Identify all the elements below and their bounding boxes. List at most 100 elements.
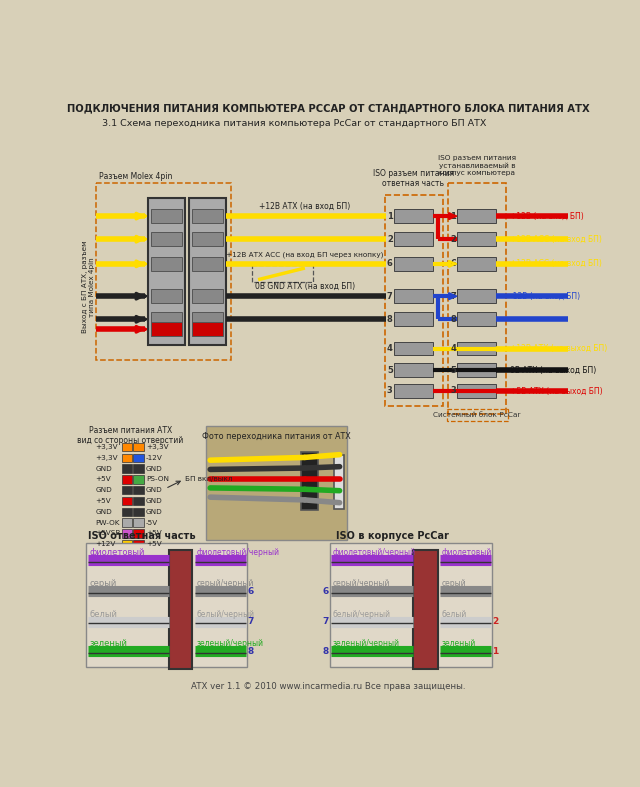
Text: +5V: +5V — [95, 498, 111, 504]
Bar — [458, 342, 496, 356]
Bar — [458, 290, 496, 303]
Bar — [458, 312, 496, 326]
Text: 2: 2 — [492, 617, 499, 626]
Text: 1: 1 — [492, 647, 499, 656]
Text: +5V: +5V — [95, 476, 111, 482]
Text: +3,3V: +3,3V — [95, 455, 118, 461]
Bar — [394, 290, 433, 303]
Bar — [134, 529, 143, 538]
Bar — [458, 232, 496, 246]
Bar — [122, 464, 132, 473]
Text: 7: 7 — [248, 617, 254, 626]
Text: фиолетовый: фиолетовый — [90, 549, 145, 557]
Text: PS-ON: PS-ON — [146, 476, 169, 482]
Bar — [330, 543, 492, 667]
Bar — [394, 363, 433, 377]
Text: +5V: +5V — [146, 541, 162, 547]
Text: +12В АСС (на вход БП): +12В АСС (на вход БП) — [510, 235, 602, 244]
Text: 0В GND АТX (на вход БП): 0В GND АТX (на вход БП) — [255, 282, 355, 290]
Text: ПОДКЛЮЧЕНИЯ ПИТАНИЯ КОМПЬЮТЕРА РСCАР ОТ СТАНДАРТНОГО БЛОКА ПИТАНИЯ АТХ: ПОДКЛЮЧЕНИЯ ПИТАНИЯ КОМПЬЮТЕРА РСCАР ОТ … — [67, 104, 589, 113]
Text: GND: GND — [146, 498, 163, 504]
Text: -5V: -5V — [146, 519, 158, 526]
Bar — [252, 265, 312, 283]
Text: БП вкл/выкл: БП вкл/выкл — [184, 476, 232, 482]
Text: ISO разъем питания
ответная часть: ISO разъем питания ответная часть — [372, 169, 454, 188]
Bar — [95, 183, 231, 360]
Text: зеленый/черный: зеленый/черный — [333, 639, 399, 648]
Text: ATX ver 1.1 © 2010 www.incarmedia.ru Все права защищены.: ATX ver 1.1 © 2010 www.incarmedia.ru Все… — [191, 682, 465, 691]
Text: GND: GND — [95, 508, 112, 515]
Bar — [169, 549, 193, 669]
Text: Фото переходника питания от АТX: Фото переходника питания от АТX — [202, 432, 351, 441]
Text: 5: 5 — [451, 366, 456, 375]
Bar — [458, 209, 496, 223]
Bar — [191, 257, 223, 271]
Text: 2: 2 — [451, 235, 456, 244]
Bar — [134, 508, 143, 516]
Text: серый/черный: серый/черный — [333, 579, 390, 588]
Bar — [151, 312, 182, 326]
Bar — [394, 232, 433, 246]
Text: +12В (на вход БП): +12В (на вход БП) — [510, 212, 584, 220]
Bar — [122, 486, 132, 494]
Bar — [205, 426, 347, 540]
Text: Системный блок РсCar: Системный блок РсCar — [433, 412, 521, 418]
Text: 8: 8 — [451, 315, 456, 323]
Text: -12В (на вход БП): -12В (на вход БП) — [510, 292, 580, 301]
Text: 3: 3 — [387, 386, 393, 395]
Bar — [151, 290, 182, 303]
Bar — [134, 497, 143, 505]
Text: Разъем питания АТX
вид со стороны отверстий: Разъем питания АТX вид со стороны отверс… — [77, 426, 184, 445]
Text: серый/черный: серый/черный — [196, 579, 253, 588]
Bar — [134, 443, 143, 451]
Text: зеленый: зеленый — [442, 639, 476, 648]
Text: ISO в корпусе PcCar: ISO в корпусе PcCar — [336, 531, 449, 541]
Text: белый: белый — [90, 610, 117, 619]
Bar — [134, 464, 143, 473]
Text: 1: 1 — [451, 212, 456, 220]
Text: +5V: +5V — [146, 530, 162, 536]
Text: 5: 5 — [387, 366, 393, 375]
Text: 6: 6 — [451, 260, 456, 268]
Text: GND: GND — [95, 487, 112, 493]
Bar — [301, 453, 318, 510]
Text: 8: 8 — [387, 315, 393, 323]
Text: 2: 2 — [387, 235, 393, 244]
Text: белый: белый — [442, 610, 467, 619]
Text: +5В АТX (на выход БП): +5В АТX (на выход БП) — [510, 386, 603, 395]
Bar — [86, 543, 248, 667]
Bar — [458, 257, 496, 271]
Text: зеленый/черный: зеленый/черный — [196, 639, 263, 648]
Text: 6: 6 — [323, 586, 329, 596]
Text: 0В АТX (на выход БП): 0В АТX (на выход БП) — [510, 366, 596, 375]
Bar — [458, 384, 496, 397]
Bar — [151, 257, 182, 271]
Text: +12В АТХ АСС (на вход БП через кнопку): +12В АТХ АСС (на вход БП через кнопку) — [226, 251, 383, 257]
Text: GND: GND — [95, 466, 112, 471]
Bar — [134, 475, 143, 484]
Text: 3.1 Схема переходника питания компьютера РсCar от стандартного БП АТХ: 3.1 Схема переходника питания компьютера… — [102, 119, 486, 128]
Text: ISO ответная часть: ISO ответная часть — [88, 531, 195, 541]
Bar — [458, 363, 496, 377]
Text: 7: 7 — [451, 292, 456, 301]
Bar — [134, 486, 143, 494]
Text: +3,3V: +3,3V — [146, 444, 168, 450]
Bar — [151, 209, 182, 223]
Text: 4: 4 — [451, 344, 456, 353]
Text: GND: GND — [146, 466, 163, 471]
Bar — [413, 549, 438, 669]
Bar — [447, 408, 508, 421]
Bar — [191, 312, 223, 326]
Text: +12В АТХ (на вход БП): +12В АТХ (на вход БП) — [259, 201, 350, 211]
Text: серый: серый — [90, 579, 116, 588]
Bar — [122, 519, 132, 527]
Bar — [122, 453, 132, 462]
Text: 3: 3 — [451, 386, 456, 395]
Bar — [191, 323, 223, 336]
Bar — [148, 198, 186, 345]
Text: +3,3V: +3,3V — [95, 444, 118, 450]
Bar — [122, 443, 132, 451]
Text: фиолетовый/черный: фиолетовый/черный — [196, 549, 279, 557]
Text: GND: GND — [146, 508, 163, 515]
Bar — [385, 194, 443, 406]
